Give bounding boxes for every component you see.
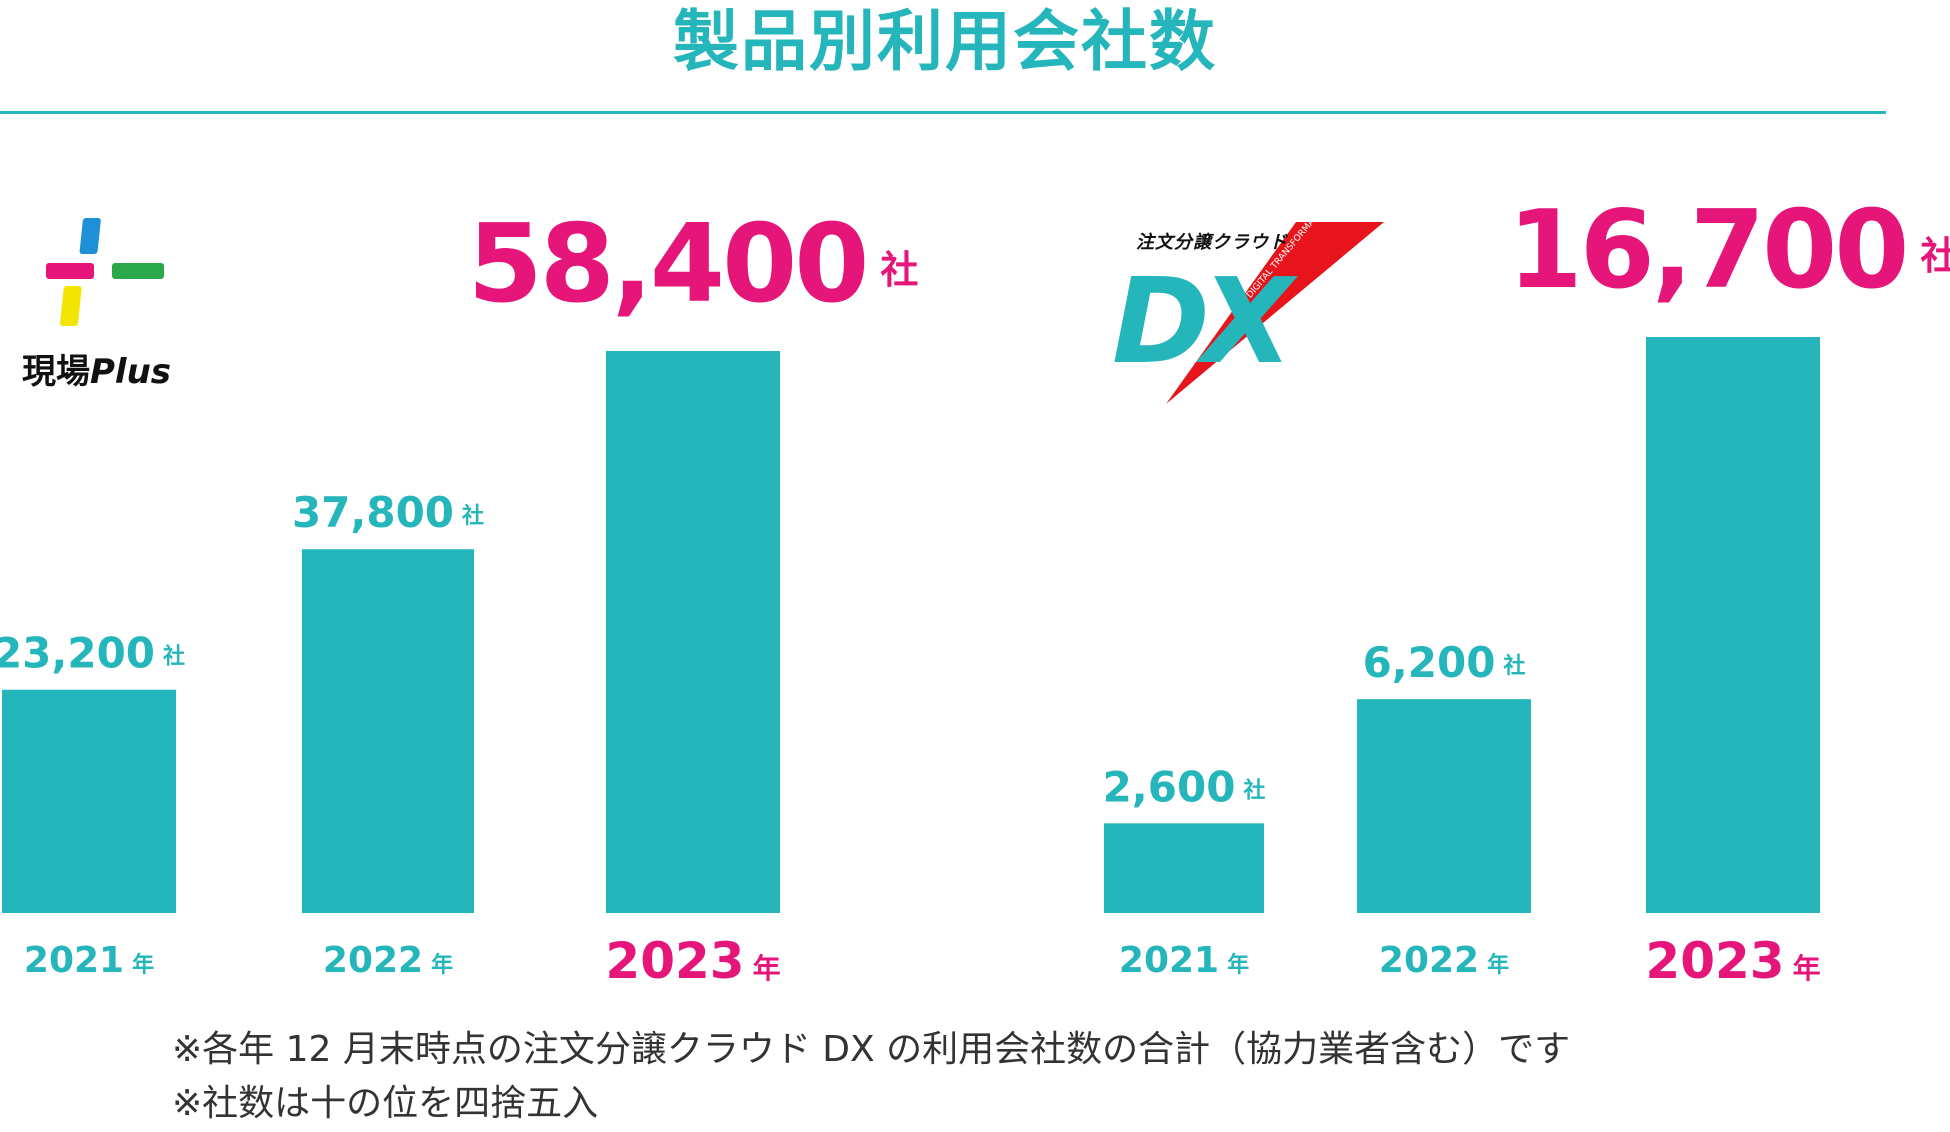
value-unit: 社 [1920,234,1950,278]
dx-bar-2021 [1104,823,1264,913]
value-number: 6,200 [1363,638,1496,687]
dx-category-label-2023: 2023 年 [1645,932,1820,990]
value-number: 37,800 [292,488,454,537]
genba-category-label-2021: 2021 年 [24,940,154,981]
dx-category-label-2021: 2021 年 [1119,940,1249,981]
dx-value-label-2022: 6,200 社 [1363,638,1526,687]
genba-category-label-2023: 2023 年 [605,932,780,990]
page-title: 製品別利用会社数 [673,3,1217,80]
value-number: 16,700 [1508,188,1907,313]
category-suffix: 年 [1487,952,1509,978]
dx-category-label-2022: 2022 年 [1379,940,1509,981]
value-number: 2,600 [1103,762,1236,811]
category-year: 2023 [1645,932,1784,990]
category-suffix: 年 [1793,952,1821,985]
footnote-1: ※各年 12 月末時点の注文分譲クラウド DX の利用会社数の合計（協力業者含む… [172,1029,1571,1070]
dx-value-label-2021: 2,600 社 [1103,762,1266,811]
genba-bar-2023 [606,351,780,913]
category-suffix: 年 [431,952,453,978]
category-suffix: 年 [132,952,154,978]
genba-value-label-2022: 37,800 社 [292,488,484,537]
chumon-dx-logo-top: 注文分譲クラウド [1136,232,1288,253]
footnote-2: ※社数は十の位を四捨五入 [172,1083,599,1124]
category-year: 2021 [1119,940,1219,981]
value-unit: 社 [1503,653,1525,679]
category-year: 2022 [323,940,423,981]
genba-category-label-2022: 2022 年 [323,940,453,981]
genba-value-label-2021: 23,200 社 [0,629,185,678]
chumon-dx-logo-letters: DX [1112,252,1293,390]
category-year: 2023 [605,932,744,990]
genba-bar-2022 [302,549,474,913]
genba-plus-logo-mark [46,218,164,326]
dx-bar-2022 [1357,699,1531,913]
value-number: 23,200 [0,629,155,678]
genba-value-label-2023: 58,400 社 [468,202,919,327]
value-unit: 社 [462,503,484,529]
genba-logo-jp: 現場 [22,352,90,392]
dx-value-label-2023: 16,700 社 [1508,188,1950,313]
value-unit: 社 [880,248,918,292]
category-suffix: 年 [753,952,781,985]
genba-plus-logo: 現場Plus [22,344,171,393]
dx-bar-2023 [1646,337,1820,913]
category-year: 2021 [24,940,124,981]
genba-bar-2021 [2,689,176,913]
chumon-dx-logo-mark [1166,222,1384,404]
value-number: 58,400 [468,202,867,327]
value-unit: 社 [163,644,185,670]
category-suffix: 年 [1227,952,1249,978]
value-unit: 社 [1243,777,1265,803]
title-divider [0,111,1886,114]
category-year: 2022 [1379,940,1479,981]
genba-logo-en: Plus [90,352,172,392]
